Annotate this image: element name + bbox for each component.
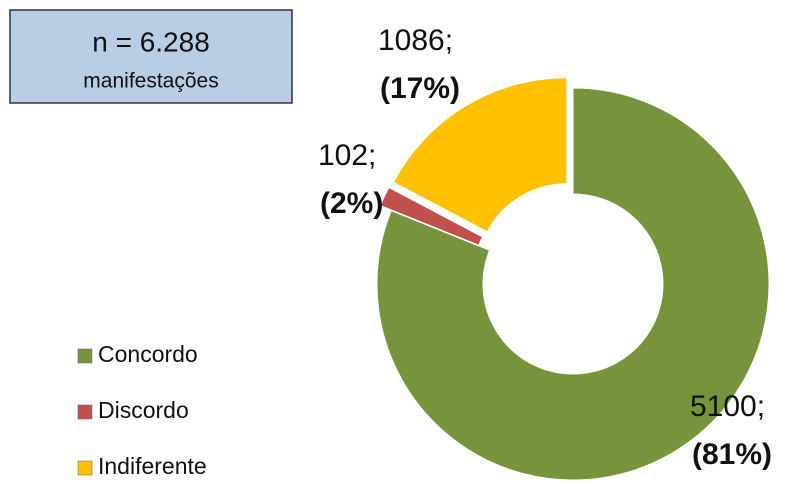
- annotation-unit: manifestações: [83, 70, 218, 93]
- value-label: 5100;: [690, 390, 765, 423]
- legend-label: Concordo: [98, 341, 198, 367]
- legend-label: Indiferente: [98, 453, 207, 479]
- percent-label: (2%): [320, 187, 383, 220]
- donut-slice: [392, 77, 568, 233]
- value-label: 102;: [318, 139, 376, 172]
- legend-swatch: [77, 348, 93, 364]
- legend-label: Discordo: [98, 397, 189, 423]
- value-label: 1086;: [378, 24, 453, 57]
- donut-slice: [379, 186, 484, 246]
- donut-slice: [376, 87, 770, 481]
- percent-label: (81%): [692, 438, 772, 471]
- annotation-n: n = 6.288: [92, 26, 210, 57]
- annotation-box: [9, 9, 293, 104]
- legend-swatch: [77, 404, 93, 420]
- percent-label: (17%): [380, 72, 460, 105]
- legend-swatch: [77, 460, 93, 476]
